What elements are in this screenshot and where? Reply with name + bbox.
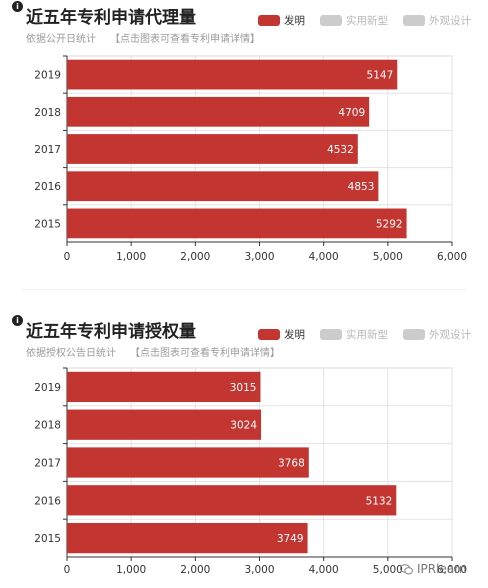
legend-item-invention[interactable]: 发明 [258,13,305,28]
x-tick-label: 3,000 [244,564,274,576]
bar [67,59,398,90]
legend-swatch [320,15,342,26]
category-label: 2019 [34,382,61,394]
legend-swatch [258,329,280,340]
category-label: 2016 [34,495,61,507]
bar [67,522,308,554]
wechat-icon [400,563,413,575]
chart-legend: 发明 实用新型 外观设计 [258,327,486,342]
bar [67,371,261,403]
x-tick-label: 0 [64,251,71,263]
bar [67,171,379,202]
legend-swatch [403,15,425,26]
bar [67,134,358,164]
bar [67,96,370,127]
legend-label: 实用新型 [346,329,388,341]
data-label: 4709 [338,107,365,119]
category-label: 2018 [34,107,61,119]
legend-swatch [320,329,342,340]
x-tick-label: 6,000 [437,564,467,576]
legend-label: 发明 [284,329,305,341]
bar [67,485,397,516]
chart-subtitle: 依据公开日统计 【点击图表可查看专利申请详情】 [26,30,260,45]
data-label: 3015 [230,382,257,394]
data-label: 3749 [277,533,304,545]
info-icon[interactable]: i [12,315,23,326]
data-label: 3768 [278,458,305,470]
category-label: 2019 [34,70,61,82]
legend-label: 发明 [284,15,305,27]
data-label: 5147 [367,70,394,82]
legend-item-design[interactable]: 外观设计 [403,13,471,28]
detail-link[interactable]: 【点击图表可查看专利申请详情】 [130,348,280,359]
legend-item-invention[interactable]: 发明 [258,327,305,342]
bar [67,409,262,440]
legend-item-utility-model[interactable]: 实用新型 [320,327,388,342]
bar [67,447,309,478]
legend-swatch [258,15,280,26]
legend-label: 外观设计 [429,329,471,341]
info-icon[interactable]: i [12,1,23,12]
x-tick-label: 2,000 [180,564,210,576]
x-tick-label: 6,000 [437,251,467,263]
panel-divider [22,289,466,290]
legend-label: 实用新型 [346,15,388,27]
chart-panel-agency: i 近五年专利申请代理量 依据公开日统计 【点击图表可查看专利申请详情】 发明 实… [0,0,488,278]
chart-panel-granted: i 近五年专利申请授权量 依据授权公告日统计 【点击图表可查看专利申请详情】 发明… [0,314,488,588]
category-label: 2018 [34,420,61,432]
category-label: 2016 [34,181,61,193]
chart-subtitle: 依据授权公告日统计 【点击图表可查看专利申请详情】 [26,344,280,359]
data-label: 4532 [327,144,354,156]
bar [67,208,407,239]
watermark-text: IPRlearn [417,562,467,576]
x-tick-label: 0 [64,564,71,576]
watermark: IPRlearn [400,562,467,576]
legend-item-utility-model[interactable]: 实用新型 [320,13,388,28]
x-tick-label: 1,000 [116,251,146,263]
bar-chart-granted: 0 1,000 2,000 3,000 4,000 5,000 6,000 2019 3015 2… [34,367,467,576]
x-tick-label: 3,000 [244,251,274,263]
category-label: 2015 [34,533,61,545]
data-label: 5292 [376,218,403,230]
legend-label: 外观设计 [429,15,471,27]
legend-swatch [403,329,425,340]
data-label: 3024 [230,420,257,432]
x-tick-label: 1,000 [116,564,146,576]
chart-title: 近五年专利申请代理量 [26,8,196,28]
detail-link[interactable]: 【点击图表可查看专利申请详情】 [110,34,260,45]
data-label: 4853 [348,181,375,193]
chart-title: 近五年专利申请授权量 [26,322,196,342]
x-tick-label: 4,000 [309,251,339,263]
chart-legend: 发明 实用新型 外观设计 [258,13,486,28]
subtitle-text: 依据公开日统计 [26,34,96,45]
subtitle-text: 依据授权公告日统计 [26,348,116,359]
category-label: 2015 [34,218,61,230]
category-label: 2017 [34,144,61,156]
bar-chart-agency: 0 1,000 2,000 3,000 4,000 5,000 6,000 2019 5147 2… [34,55,467,263]
category-label: 2017 [34,458,61,470]
x-tick-label: 5,000 [373,251,403,263]
x-tick-label: 2,000 [180,251,210,263]
x-tick-label: 5,000 [373,564,403,576]
legend-item-design[interactable]: 外观设计 [403,327,471,342]
data-label: 5132 [366,495,393,507]
x-tick-label: 4,000 [309,564,339,576]
